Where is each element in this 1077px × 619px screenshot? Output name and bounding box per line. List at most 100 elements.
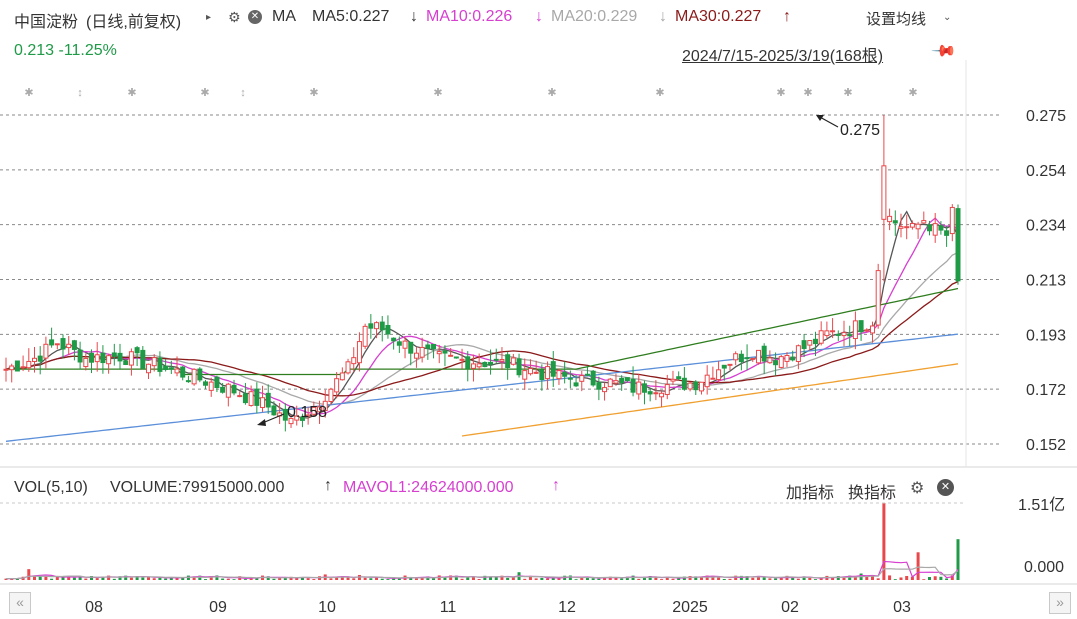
switch-indicator-button[interactable]: 换指标 <box>848 485 897 502</box>
volume-bar <box>471 576 475 580</box>
volume-bar <box>945 578 949 580</box>
volume-bar <box>660 579 664 580</box>
volume-bar <box>574 579 578 580</box>
volume-bar <box>118 576 122 580</box>
candle-body <box>146 363 152 374</box>
scroll-left-button[interactable]: « <box>9 592 31 614</box>
play-icon[interactable]: ▸ <box>206 12 212 23</box>
candle-body <box>698 381 704 392</box>
x-tick-label: 08 <box>85 599 103 616</box>
close-icon[interactable]: ✕ <box>937 479 954 496</box>
chevron-down-icon[interactable]: ⌄ <box>943 12 952 23</box>
volume-bar <box>335 577 339 580</box>
candle-body <box>356 341 362 364</box>
volume-bar <box>278 578 282 580</box>
candle-body <box>225 383 231 398</box>
volume-bar <box>802 576 806 580</box>
period-label[interactable]: (日线,前复权) <box>86 14 182 31</box>
candle-body <box>596 382 602 390</box>
candle-body <box>932 223 938 236</box>
volume-bar <box>221 578 225 580</box>
candle-body <box>431 343 437 350</box>
volume-bar <box>745 576 749 580</box>
candle-body <box>721 364 727 369</box>
volume-arrow-icon: ↑ <box>324 477 332 494</box>
candle-body <box>527 367 533 375</box>
close-icon[interactable]: ✕ <box>248 10 262 24</box>
candle-body <box>556 370 562 380</box>
volume-bar <box>899 577 903 580</box>
volume-bar <box>312 579 316 580</box>
volume-bar <box>72 577 76 580</box>
candle-body <box>185 380 191 383</box>
volume-bar <box>483 575 487 580</box>
candle-body <box>955 208 961 282</box>
volume-bar <box>266 576 270 580</box>
candle-body <box>197 368 203 381</box>
event-marker: ✱ <box>433 87 442 99</box>
price-tick-label: 0.193 <box>1026 327 1066 344</box>
volume-bar <box>198 575 202 580</box>
event-marker: ✱ <box>908 87 917 99</box>
candle-body <box>231 384 237 394</box>
candle-body <box>379 321 385 331</box>
candle-body <box>944 230 950 236</box>
candle-body <box>881 165 887 220</box>
event-marker: ✱ <box>803 87 812 99</box>
date-range[interactable]: 2024/7/15-2025/3/19(168根) <box>682 48 884 65</box>
volume-bar <box>614 577 618 580</box>
candle-body <box>704 374 710 388</box>
high-annotation: 0.275 <box>816 115 880 139</box>
volume-bar <box>243 579 247 580</box>
candle-body <box>413 352 419 359</box>
add-indicator-button[interactable]: 加指标 <box>786 485 835 502</box>
volume-bar <box>927 577 931 580</box>
candle-body <box>835 333 841 336</box>
candle-body <box>807 340 813 346</box>
volume-bar <box>55 575 59 580</box>
mavol2-line <box>5 566 959 580</box>
candle-body <box>328 388 334 402</box>
volume-bar <box>129 577 133 580</box>
candle-body <box>476 363 482 368</box>
volume-bar <box>876 578 880 580</box>
volume-bar <box>756 576 760 580</box>
candle-body <box>128 351 134 366</box>
candle-body <box>60 338 66 350</box>
candle-body <box>624 377 630 382</box>
vol-axis-zero: 0.000 <box>1024 559 1064 576</box>
ma10-value: MA10:0.226 <box>426 8 513 25</box>
volume-bar <box>882 503 886 580</box>
candle-body <box>641 383 647 393</box>
candle-body <box>351 357 357 365</box>
ma20-arrow-icon: ↓ <box>659 8 667 25</box>
volume-bar <box>523 578 527 580</box>
ma-settings-button[interactable]: 设置均线 <box>866 11 927 28</box>
gear-icon[interactable]: ⚙ <box>910 480 925 497</box>
candle-body <box>887 215 893 223</box>
volume-bar <box>922 579 926 580</box>
volume-bar <box>158 577 162 580</box>
volume-bar <box>506 577 510 580</box>
candle-body <box>345 361 351 374</box>
volume-bar <box>779 577 783 580</box>
scroll-right-button[interactable]: » <box>1049 592 1071 614</box>
volume-bar <box>369 578 373 580</box>
event-marker: ✱ <box>309 87 318 99</box>
candle-body <box>909 222 915 228</box>
candle-body <box>790 356 796 361</box>
gear-icon[interactable]: ⚙ <box>228 9 241 25</box>
vol-axis-max: 1.51亿 <box>1018 496 1065 514</box>
candle-body <box>385 324 391 335</box>
candle-body <box>767 357 773 364</box>
mavol-value: MAVOL1:24624000.000 <box>343 479 514 496</box>
candle-body <box>334 378 340 393</box>
candle-body <box>795 345 801 363</box>
volume-bar <box>363 577 367 580</box>
candle-body <box>49 339 55 346</box>
price-tick-label: 0.172 <box>1026 382 1066 399</box>
volume-bar <box>61 577 65 580</box>
candle-body <box>676 376 682 380</box>
volume-bar <box>466 576 470 580</box>
